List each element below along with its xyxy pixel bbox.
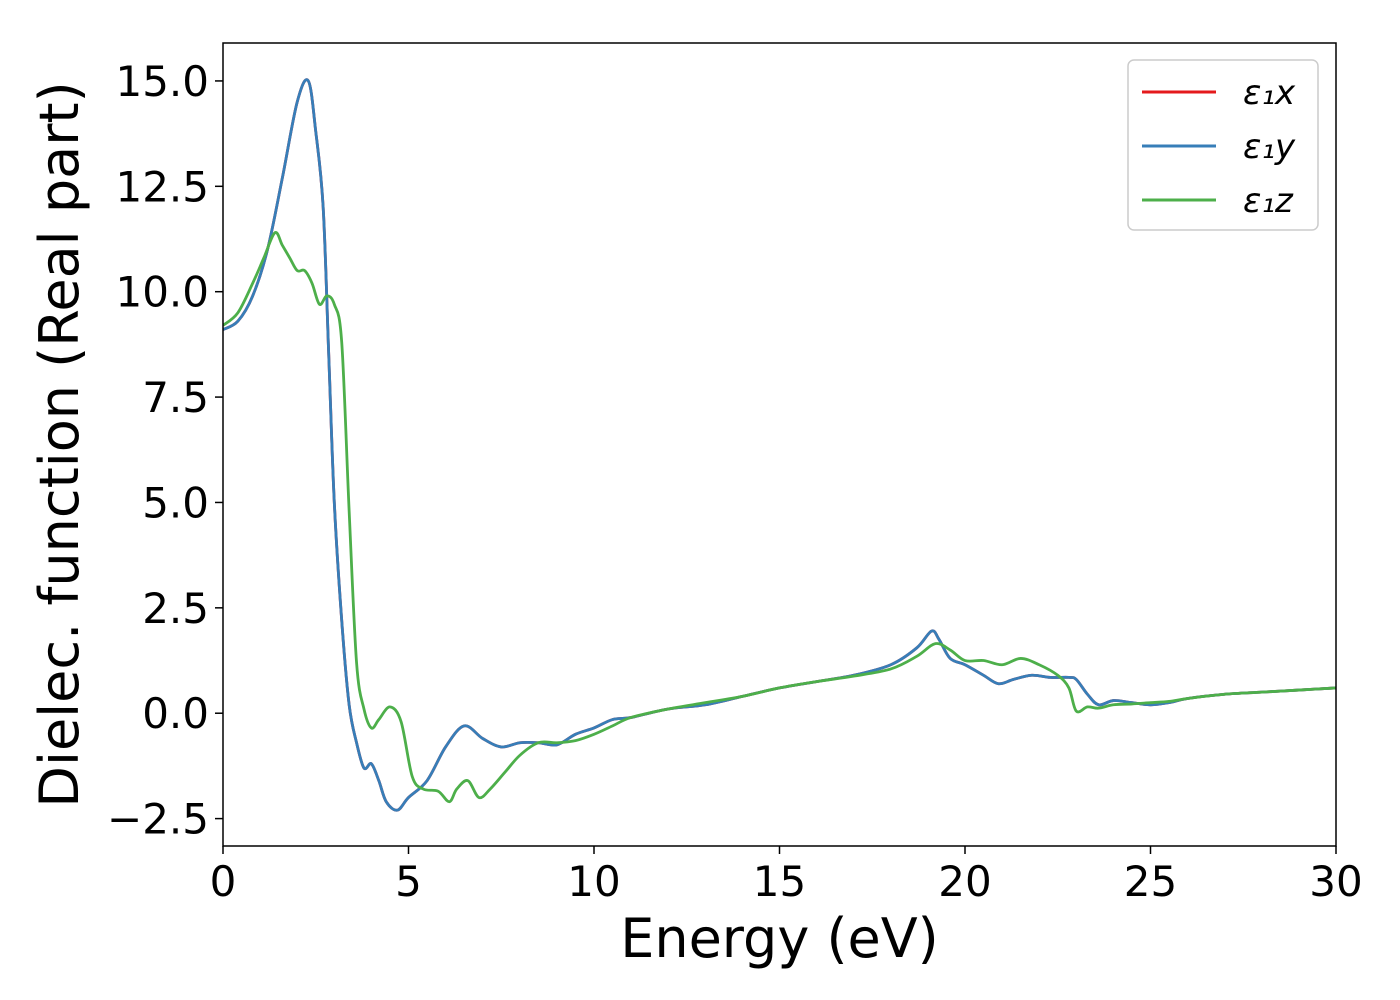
legend: ε₁x ε₁y ε₁z [1127, 59, 1319, 231]
x-tick-label: 0 [210, 857, 237, 906]
x-tick-label: 5 [395, 857, 422, 906]
series-line-3 [223, 231, 1336, 804]
legend-label-2: ε₁y [1243, 127, 1296, 167]
x-tick-label: 30 [1309, 857, 1362, 906]
y-tick-label: 12.5 [115, 162, 209, 211]
legend-label-1: ε₁x [1243, 73, 1296, 113]
x-tick-label: 10 [567, 857, 620, 906]
y-tick-label: 2.5 [142, 584, 209, 633]
x-axis-label: Energy (eV) [620, 907, 939, 970]
series-line-2 [223, 78, 1336, 812]
legend-frame [1127, 59, 1319, 231]
y-tick-label: 7.5 [142, 373, 209, 422]
x-tick-label: 15 [753, 857, 806, 906]
y-tick-label: 15.0 [115, 57, 209, 106]
y-tick-label: 0.0 [142, 689, 209, 738]
series-layer [223, 78, 1336, 812]
x-axis-ticks: 0 5 10 15 20 25 30 [210, 846, 1363, 906]
y-axis-ticks: −2.5 0.0 2.5 5.0 7.5 10.0 12.5 15.0 [107, 57, 223, 844]
x-tick-label: 25 [1124, 857, 1177, 906]
y-tick-label: 5.0 [142, 478, 209, 527]
legend-label-3: ε₁z [1243, 181, 1294, 221]
y-axis-label: Dielec. function (Real part) [28, 81, 91, 807]
y-tick-label: 10.0 [115, 268, 209, 317]
y-tick-label: −2.5 [107, 795, 209, 844]
x-tick-label: 20 [938, 857, 991, 906]
